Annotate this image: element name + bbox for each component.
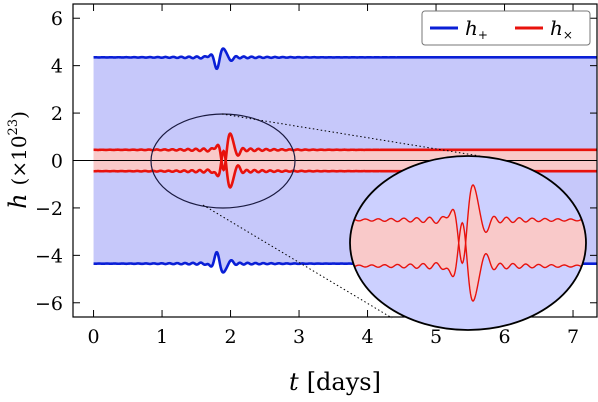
- zoom-inset: [349, 155, 587, 331]
- zoom-connector-top: [221, 113, 493, 159]
- zoom-connector-bottom: [202, 204, 393, 319]
- x-tick-label: 7: [567, 326, 579, 348]
- y-axis-title: h(×1023): [4, 111, 32, 209]
- axis-tick-labels: 0 1 2 3 4 5 6 7 −6 −4 −2 0 2 4 6: [35, 8, 579, 348]
- x-tick-label: 3: [293, 326, 305, 348]
- y-tick-label: −2: [35, 198, 63, 220]
- y-tick-label: −4: [35, 245, 63, 267]
- y-tick-label: −6: [35, 293, 63, 315]
- h-cross-upper-line: [93, 132, 597, 172]
- y-tick-label: 0: [51, 151, 63, 173]
- axis-ticks: [73, 4, 597, 317]
- legend-box: [421, 10, 591, 46]
- zoom-inset-cross-upper-line: [350, 184, 586, 265]
- x-tick-label: 6: [498, 326, 510, 348]
- legend-label-h-plus: h+: [465, 16, 488, 42]
- x-tick-label: 4: [361, 326, 373, 348]
- zoom-inset-border: [349, 155, 587, 331]
- legend-label-h-cross: h×: [550, 16, 573, 42]
- x-axis-title: t [days]: [289, 368, 381, 396]
- y-tick-label: 2: [51, 103, 63, 125]
- x-tick-label: 0: [88, 326, 100, 348]
- y-tick-label: 6: [51, 8, 63, 30]
- x-tick-label: 2: [224, 326, 236, 348]
- x-tick-label: 1: [156, 326, 168, 348]
- legend: h+ h×: [421, 10, 591, 46]
- y-tick-label: 4: [51, 56, 63, 78]
- x-tick-label: 5: [430, 326, 442, 348]
- h-plus-upper-line: [93, 47, 597, 71]
- zoom-inset-cross-lower-line: [350, 221, 586, 302]
